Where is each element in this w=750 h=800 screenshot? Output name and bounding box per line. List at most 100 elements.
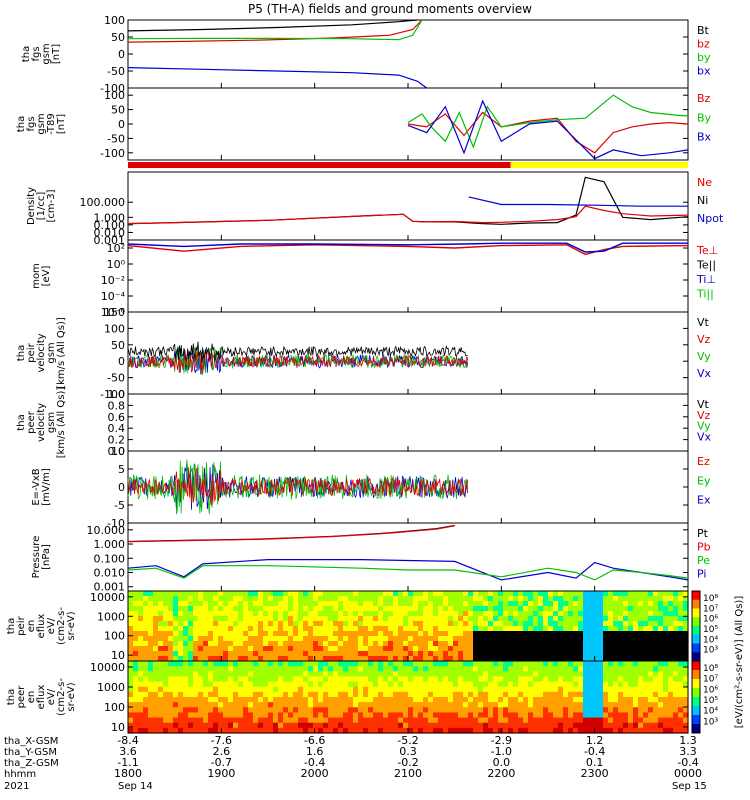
spectrogram-cell [263, 671, 269, 678]
spectrogram-cell [353, 722, 359, 729]
spectrogram-cell [168, 656, 174, 662]
spectrogram-cell [458, 656, 464, 662]
spectrogram-cell [593, 681, 599, 688]
spectrogram-cell [423, 601, 429, 607]
y-tick-label: -50 [107, 65, 125, 78]
spectrogram-cell [238, 691, 244, 698]
spectrogram-cell [463, 681, 469, 688]
y-axis-label-line: [km/s (All Qs)] [56, 317, 67, 389]
spectrogram-cell [238, 626, 244, 632]
spectrogram-cell [198, 646, 204, 652]
spectrogram-cell [568, 676, 574, 683]
spectrogram-cell [423, 656, 429, 662]
spectrogram-cell [378, 621, 384, 627]
spectrogram-cell [183, 656, 189, 662]
spectrogram-cell [398, 671, 404, 678]
spectrogram-cell [438, 712, 444, 719]
spectrogram-cell [133, 646, 139, 652]
spectrogram-cell [418, 727, 424, 734]
spectrogram-cell [558, 636, 564, 642]
spectrogram-cell [303, 661, 309, 667]
spectrogram-cell [223, 621, 229, 627]
spectrogram-cell [623, 656, 629, 662]
spectrogram-cell [678, 702, 684, 708]
spectrogram-cell [228, 661, 234, 667]
spectrogram-cell [633, 722, 639, 729]
spectrogram-cell [608, 631, 614, 637]
spectrogram-cell [478, 656, 484, 662]
spectrogram-cell [473, 707, 479, 714]
spectrogram-cell [588, 651, 594, 657]
spectrogram-cell [643, 626, 649, 632]
spectrogram-cell [343, 722, 349, 729]
spectrogram-cell [328, 671, 334, 678]
spectrogram-cell [638, 606, 644, 612]
spectrogram-cell [263, 651, 269, 657]
spectrogram-cell [623, 606, 629, 612]
spectrogram-cell [498, 702, 504, 708]
spectrogram-cell [258, 631, 264, 637]
y-axis-label-line: gsm [46, 412, 57, 433]
spectrogram-cell [363, 656, 369, 662]
y-tick-label: 100 [104, 89, 125, 102]
spectrogram-cell [188, 631, 194, 637]
spectrogram-cell [218, 591, 224, 597]
spectrogram-cell [613, 646, 619, 652]
spectrogram-cell [303, 641, 309, 647]
spectrogram-cell [143, 621, 149, 627]
spectrogram-cell [168, 681, 174, 688]
spectrogram-cell [543, 611, 549, 617]
spectrogram-cell [238, 641, 244, 647]
spectrogram-cell [678, 661, 684, 667]
spectrogram-cell [208, 591, 214, 597]
series-bz [127, 19, 423, 43]
series-Te⊥ [127, 244, 689, 256]
spectrogram-cell [683, 661, 689, 667]
spectrogram-cell [313, 691, 319, 698]
y-axis-label-line: mom [31, 263, 42, 289]
spectrogram-cell [153, 616, 159, 622]
spectrogram-cell [448, 671, 454, 678]
spectrogram-cell [168, 722, 174, 729]
spectrogram-cell [278, 661, 284, 667]
spectrogram-cell [168, 621, 174, 627]
spectrogram-cell [358, 722, 364, 729]
spectrogram-cell [288, 646, 294, 652]
spectrogram-cell [223, 631, 229, 637]
spectrogram-cell [663, 601, 669, 607]
spectrogram-cell [403, 656, 409, 662]
spectrogram-cell [228, 601, 234, 607]
spectrogram-cell [168, 616, 174, 622]
spectrogram-cell [373, 697, 379, 703]
spectrogram-cell [263, 727, 269, 734]
spectrogram-cell [673, 646, 679, 652]
spectrogram-cell [608, 722, 614, 729]
spectrogram-cell [128, 591, 134, 597]
spectrogram-cell [593, 641, 599, 647]
spectrogram-cell [578, 656, 584, 662]
spectrogram-cell [278, 707, 284, 714]
y-axis-label-line: fgs [31, 46, 42, 61]
y-axis-label-line: gsm [36, 113, 47, 134]
spectrogram-cell [143, 601, 149, 607]
spectrogram-cell [133, 636, 139, 642]
spectrogram-cell [363, 712, 369, 719]
spectrogram-cell [248, 636, 254, 642]
spectrogram-cell [203, 596, 209, 602]
spectrogram-cell [288, 681, 294, 688]
spectrogram-cell [598, 686, 604, 693]
spectrogram-cell [663, 707, 669, 714]
spectrogram-cell [683, 636, 689, 642]
spectrogram-cell [578, 676, 584, 683]
spectrogram-cell [283, 722, 289, 729]
spectrogram-cell [243, 681, 249, 688]
spectrogram-cell [358, 676, 364, 683]
spectrogram-cell [643, 661, 649, 667]
spectrogram-cell [463, 641, 469, 647]
spectrogram-cell [563, 717, 569, 724]
spectrogram-cell [558, 727, 564, 734]
spectrogram-cell [558, 601, 564, 607]
y-axis-label-line: tha [16, 414, 27, 430]
spectrogram-cell [418, 707, 424, 714]
spectrogram-cell [588, 606, 594, 612]
